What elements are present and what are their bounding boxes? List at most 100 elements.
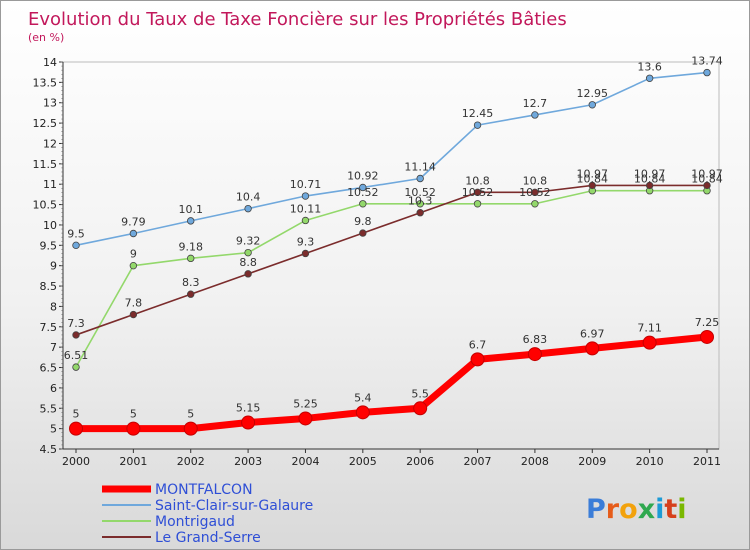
data-label: 10.8 [523,174,548,187]
data-point [244,248,252,257]
series-line [75,189,707,368]
x-tick-label: 2008 [521,455,549,468]
data-point [531,200,539,208]
data-label: 5.5 [411,387,429,400]
data-point [355,405,370,420]
y-tick-label: 9.5 [40,239,58,252]
data-label: 10.52 [347,186,379,199]
proxiti-logo-text: Proxiti [586,494,687,525]
logo-letter: i [655,494,664,525]
legend-entry: Le Grand-Serre [155,530,261,546]
proxiti-logo: Proxiti [586,494,687,525]
legend-entry: Saint-Clair-sur-Galaure [155,498,313,514]
chart-title: Evolution du Taux de Taxe Foncière sur l… [28,9,567,30]
data-point [298,411,313,426]
data-label: 10.4 [236,191,261,204]
y-tick-label: 5.5 [40,402,58,415]
x-tick-label: 2003 [234,455,262,468]
y-tick-label: 10 [43,219,57,232]
data-point [129,261,138,270]
series-line [76,333,708,433]
data-label: 12.95 [577,87,609,100]
data-label: 9.3 [297,235,315,248]
data-label: 10.92 [347,169,379,182]
data-point [301,249,310,258]
y-tick-label: 5 [50,423,57,436]
data-point [473,121,482,129]
x-tick-label: 2004 [291,455,319,468]
data-label: 10.97 [577,167,609,180]
data-point [183,421,198,436]
data-label: 7.25 [695,316,720,329]
data-point [241,415,256,430]
data-point [72,363,80,371]
data-label: 10.97 [691,167,723,180]
data-point [416,209,424,217]
plot-border [62,61,720,450]
data-label: 7.8 [125,297,143,310]
data-label: 5.4 [354,391,372,404]
data-label: 10.71 [290,178,322,191]
y-tick-label: 12 [43,137,57,150]
data-point [416,200,424,208]
data-label: 10.52 [519,186,551,199]
data-label: 5 [73,408,80,421]
x-tick-label: 2011 [693,455,721,468]
data-label: 10.52 [462,186,494,199]
data-point [301,216,310,225]
data-label: 9.5 [67,227,85,240]
x-tick-label: 2000 [62,455,90,468]
data-point [359,200,367,208]
legend-entry: Montrigaud [155,514,235,530]
data-point [126,421,141,436]
x-tick-label: 2002 [177,455,205,468]
data-label: 6.97 [580,327,605,340]
data-label: 9.18 [178,240,203,253]
data-label: 5.15 [236,402,261,415]
data-point [588,181,596,190]
y-tick-label: 6 [50,382,57,395]
y-tick-label: 13 [43,97,57,110]
data-label: 10.84 [691,173,723,186]
data-point [703,68,711,77]
y-tick-label: 11 [43,178,57,191]
y-tick-label: 10.5 [33,199,58,212]
data-point [416,174,424,183]
data-point [187,290,195,298]
data-point [244,204,252,213]
data-label: 10.52 [404,186,436,199]
data-point [187,254,195,263]
y-tick-label: 8.5 [40,280,58,293]
data-label: 6.83 [523,333,548,346]
data-label: 8.3 [182,276,200,289]
data-point [129,310,138,319]
y-tick-label: 7.5 [40,321,58,334]
data-point [473,188,482,197]
legend: MONTFALCONSaint-Clair-sur-GalaureMontrig… [102,482,313,546]
y-tick-label: 9 [50,260,57,273]
y-tick-label: 7 [50,341,57,354]
y-tick-label: 8 [50,300,57,313]
data-point [527,347,542,362]
data-point [585,341,600,356]
data-label: 6.7 [469,338,487,351]
data-label: 10.1 [178,203,203,216]
data-label: 13.74 [691,55,723,68]
logo-letter: r [606,494,620,525]
data-point [359,229,367,237]
data-point [645,181,654,190]
data-label: 5 [130,408,137,421]
data-point [470,352,485,367]
x-tick-label: 2007 [464,455,492,468]
data-point [187,217,195,225]
data-point [531,188,539,197]
x-tick-label: 2001 [119,455,147,468]
y-tick-label: 4.5 [40,443,58,456]
data-point [703,181,711,190]
data-label: 11.14 [404,161,436,174]
x-tick-label: 2009 [578,455,606,468]
logo-letter: x [638,494,655,525]
data-point [700,329,714,344]
data-point [69,421,83,436]
